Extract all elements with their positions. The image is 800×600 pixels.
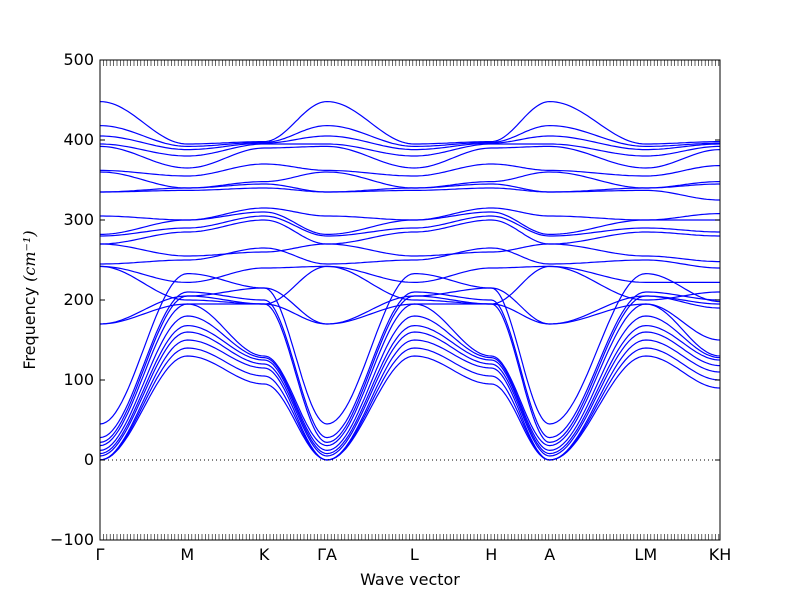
y-axis-label: Frequency (cm⁻¹) xyxy=(20,230,39,369)
x-tick-label-6: A xyxy=(544,545,555,564)
band-19 xyxy=(100,207,720,221)
band-23 xyxy=(100,163,720,177)
x-tick-label-0: Γ xyxy=(96,545,105,564)
y-axis-label-unit: (cm⁻¹) xyxy=(20,230,39,281)
band-28 xyxy=(100,100,720,145)
band-24 xyxy=(100,145,720,169)
band-16 xyxy=(100,219,720,245)
band-12 xyxy=(100,265,720,305)
y-tick-label-6: 500 xyxy=(63,50,94,69)
x-tick-label-8: KH xyxy=(709,545,732,564)
y-tick-label-0: −100 xyxy=(50,530,94,549)
x-tick-label-2: K xyxy=(259,545,270,564)
x-axis-label: Wave vector xyxy=(360,570,460,589)
band-2 xyxy=(100,339,720,461)
band-15 xyxy=(100,243,720,263)
band-10 xyxy=(100,303,720,341)
x-tick-label-3: ΓA xyxy=(317,545,337,564)
band-14 xyxy=(100,247,720,269)
band-9 xyxy=(100,272,720,425)
y-tick-label-1: 0 xyxy=(84,450,94,469)
y-axis-label-text: Frequency xyxy=(20,282,39,370)
band-3 xyxy=(100,331,720,457)
plot-frame xyxy=(99,59,721,541)
x-tick-label-7: LM xyxy=(634,545,657,564)
y-tick-label-2: 100 xyxy=(63,370,94,389)
band-1 xyxy=(100,347,720,461)
band-0 xyxy=(100,355,720,461)
band-25 xyxy=(100,143,720,157)
band-4 xyxy=(100,324,720,455)
x-tick-label-1: M xyxy=(180,545,194,564)
y-tick-label-5: 400 xyxy=(63,130,94,149)
phonon-bands xyxy=(100,100,720,461)
y-tick-label-3: 200 xyxy=(63,290,94,309)
y-axis-ticks: −100 0 100 200 300 400 500 xyxy=(50,50,720,549)
band-6 xyxy=(100,303,720,447)
band-26 xyxy=(100,135,720,151)
band-27 xyxy=(100,124,720,147)
x-axis-ticks: Γ M K ΓA L H A LM KH xyxy=(96,545,732,564)
band-13 xyxy=(100,265,720,283)
band-11 xyxy=(100,287,720,325)
band-5 xyxy=(100,315,720,452)
x-tick-label-5: H xyxy=(485,545,497,564)
y-tick-label-4: 300 xyxy=(63,210,94,229)
band-17 xyxy=(100,215,720,237)
x-tick-label-4: L xyxy=(410,545,419,564)
band-18 xyxy=(100,211,720,235)
band-20 xyxy=(100,187,720,201)
band-22 xyxy=(100,171,720,189)
